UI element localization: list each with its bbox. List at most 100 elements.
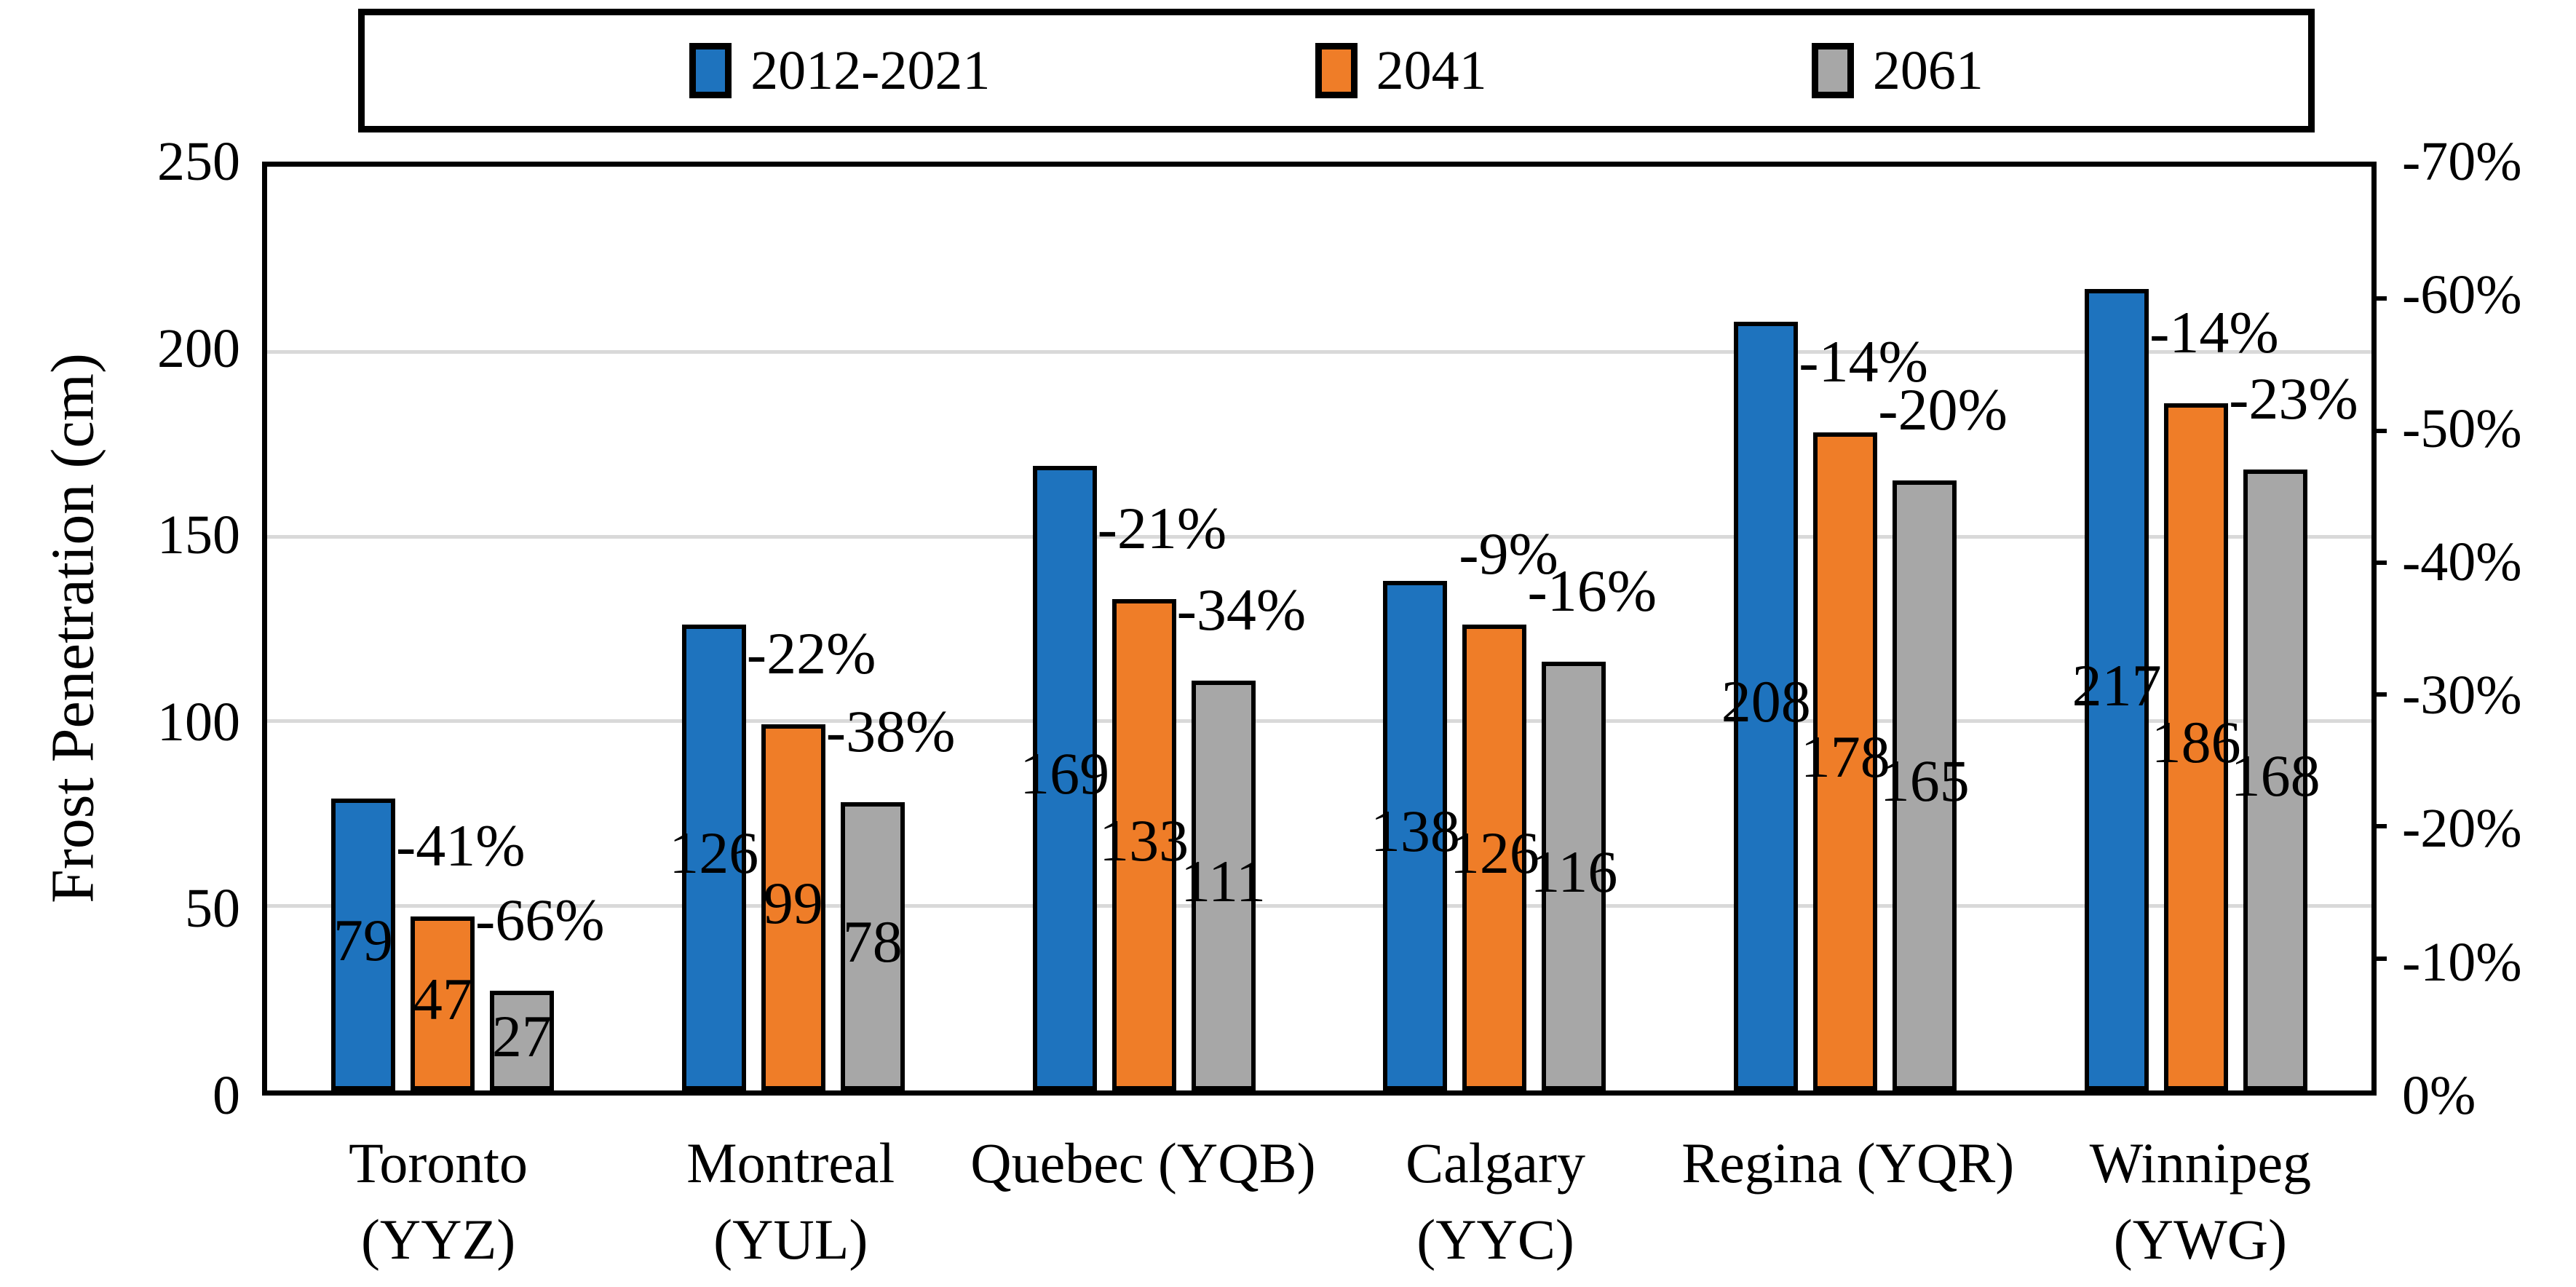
y-axis-tick-label: 200 [157,317,240,379]
bar-value-label: 186 [2151,709,2241,775]
percent-change-label: -14% [2149,299,2279,365]
gridline [267,719,2371,724]
bar-value-label: 138 [1370,798,1460,864]
x-category-label-line: (YYC) [1416,1208,1574,1271]
x-category-label: Regina (YQR) [1681,1125,2014,1201]
bar-value-label: 27 [491,1002,552,1069]
bar-2012-2021: 208 [1721,322,1811,1090]
bar-group: 208 178 -14% 165 -20% [1670,167,2021,1090]
legend-swatch-icon [1315,43,1358,98]
secondary-axis-tick-mark [2371,956,2387,961]
secondary-axis-tick-mark [2371,692,2387,697]
legend-item: 2041 [1315,43,1487,98]
gridline [267,904,2371,908]
secondary-axis-tick-label: -10% [2402,931,2522,993]
bar-2012-2021: 217 [2072,289,2162,1090]
bar-value-label: 169 [1020,740,1110,807]
bar-2041: 99 -22% [747,624,876,1090]
x-category-label-line: (YUL) [713,1208,868,1271]
legend-label: 2041 [1376,40,1487,101]
percent-change-label: -21% [1097,495,1227,561]
bar-value-label: 168 [2230,742,2321,809]
percent-change-label: -41% [395,812,526,879]
y-axis-tick-label: 150 [157,504,240,566]
secondary-axis-tick-mark [2371,824,2387,829]
bar-group: 138 126 -9% 116 -16% [1320,167,1671,1090]
x-category-label: Calgary (YYC) [1406,1125,1585,1278]
plot-area: 79 47 -41% 27 -66% 126 99 -22% 78 -38% 169 133 -21% 1… [262,162,2387,1096]
bar-value-label: 217 [2072,652,2162,718]
y-axis-tick-label: 100 [157,691,240,753]
bar-2061: 116 -16% [1527,561,1657,1090]
percent-change-label: -14% [1799,328,1928,395]
x-category-label: Montreal (YUL) [686,1125,895,1278]
bar-value-label: 111 [1181,847,1267,914]
secondary-axis-tick-label: -30% [2402,665,2522,726]
bar-value-label: 133 [1099,807,1189,874]
secondary-axis-tick-mark [2371,428,2387,433]
legend-item: 2012-2021 [689,43,990,98]
x-category-label-line: Toronto [349,1131,528,1195]
y-axis-tick-label: 0 [213,1065,240,1126]
bar-2061: 78 -38% [826,702,955,1090]
bar-2041: 126 -9% [1450,524,1558,1090]
bar-value-label: 79 [333,906,393,973]
bar-value-label: 126 [1449,820,1539,886]
x-category-label-line: Quebec (YQB) [970,1131,1316,1195]
bar-2061: 165 -20% [1878,380,2008,1090]
secondary-axis-tick-mark [2371,296,2387,301]
x-category-label-line: Winnipeg [2089,1131,2312,1195]
x-category-label-line: (YYZ) [360,1208,516,1271]
bar-value-label: 126 [669,820,759,886]
percent-change-label: -20% [1878,376,2008,443]
gridline [267,534,2371,539]
bar-value-label: 178 [1800,724,1890,790]
secondary-axis-tick-mark [2371,560,2387,565]
chart-legend: 2012-2021 2041 2061 [358,9,2315,132]
secondary-axis-tick-label: 0% [2402,1065,2476,1126]
bar-value-label: 78 [842,908,903,975]
x-category-label-line: Montreal [686,1131,895,1195]
bar-2041: 47 -41% [396,816,526,1090]
percent-change-label: -66% [475,887,605,953]
bar-2061: 168 -23% [2229,369,2358,1090]
legend-swatch-icon [1811,43,1854,98]
x-category-label-line: Regina (YQR) [1681,1131,2015,1195]
bar-2061: 27 -66% [475,890,605,1090]
bar-group: 126 99 -22% 78 -38% [618,167,969,1090]
percent-change-label: -34% [1176,577,1307,643]
legend-item: 2061 [1811,40,1983,101]
bar-value-label: 116 [1530,838,1618,905]
x-category-label-line: (YWG) [2113,1208,2288,1271]
percent-change-label: -22% [746,620,876,686]
y-axis-tick-label: 50 [185,878,240,940]
percent-change-label: -23% [2229,365,2358,432]
x-category-label: Toronto (YYZ) [349,1125,528,1278]
x-category-label: Quebec (YQB) [970,1125,1315,1201]
secondary-axis-tick-label: -20% [2402,798,2522,860]
gridline [267,349,2371,354]
x-category-label: Winnipeg (YWG) [2090,1125,2311,1278]
secondary-axis-tick-label: -60% [2402,264,2522,326]
bar-2041: 133 -21% [1098,499,1226,1090]
legend-label: 2012-2021 [750,40,991,101]
bar-2012-2021: 79 [330,799,395,1090]
secondary-axis-tick-label: -50% [2402,397,2522,459]
legend-label: 2061 [1872,40,1983,101]
bar-2012-2021: 126 [669,625,758,1090]
bar-group: 79 47 -41% 27 -66% [267,167,618,1090]
x-category-label-line: Calgary [1406,1131,1586,1195]
bar-group: 169 133 -21% 111 -34% [969,167,1320,1090]
bar-value-label: 99 [763,869,823,936]
legend-swatch-icon [689,43,732,98]
bar-value-label: 208 [1721,668,1811,734]
bar-2061: 111 -34% [1177,580,1306,1090]
bar-2012-2021: 169 [1020,466,1109,1090]
percent-change-label: -16% [1527,558,1657,624]
y-axis-tick-label: 250 [157,131,240,192]
bar-value-label: 165 [1879,748,1970,814]
bar-value-label: 47 [412,965,472,1032]
percent-change-label: -38% [825,698,956,764]
bar-2041: 186 -14% [2149,303,2279,1090]
